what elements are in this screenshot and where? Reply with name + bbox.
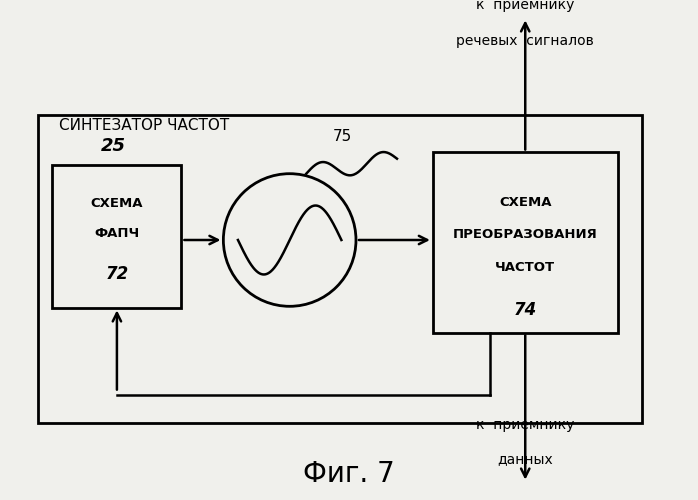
Bar <box>38 115 642 422</box>
Text: Фиг. 7: Фиг. 7 <box>303 460 395 487</box>
Text: СХЕМА: СХЕМА <box>91 197 143 210</box>
Text: СИНТЕЗАТОР ЧАСТОТ: СИНТЕЗАТОР ЧАСТОТ <box>59 118 230 132</box>
Text: 72: 72 <box>105 265 128 283</box>
Text: ЧАСТОТ: ЧАСТОТ <box>495 261 556 274</box>
Bar <box>433 152 618 332</box>
Text: 25: 25 <box>101 137 126 155</box>
Text: речевых  сигналов: речевых сигналов <box>456 34 594 48</box>
Text: к  приемнику: к приемнику <box>476 0 574 12</box>
Text: 74: 74 <box>514 301 537 319</box>
Text: 75: 75 <box>333 128 352 144</box>
Text: данных: данных <box>498 452 553 466</box>
Text: к  приемнику: к приемнику <box>476 418 574 432</box>
Text: ФАПЧ: ФАПЧ <box>94 227 140 240</box>
Bar <box>52 165 181 308</box>
Text: ПРЕОБРАЗОВАНИЯ: ПРЕОБРАЗОВАНИЯ <box>453 228 597 241</box>
Text: СХЕМА: СХЕМА <box>499 196 551 209</box>
